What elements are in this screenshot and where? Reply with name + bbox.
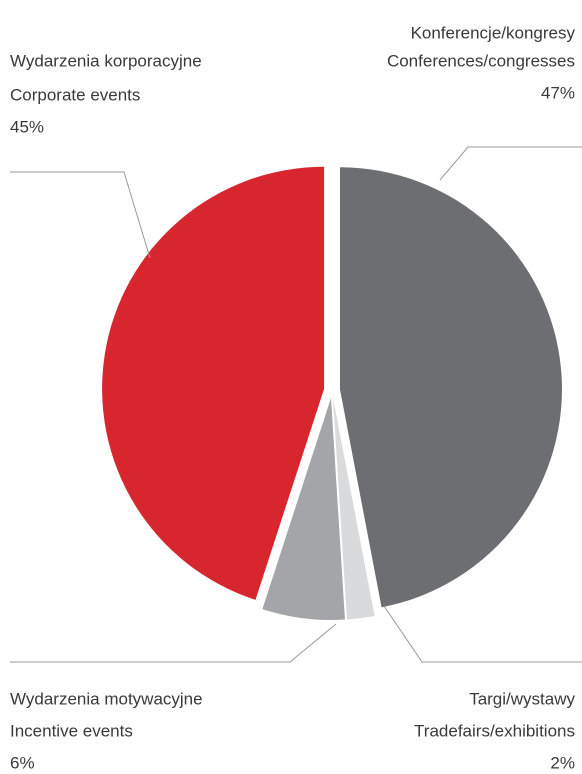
pie-slice [102,166,325,600]
label-en: Corporate events [10,85,140,104]
pie-slice [262,397,345,620]
pie-slice [339,167,562,608]
label-pl: Targi/wystawy [469,689,575,708]
label-pl: Wydarzenia korporacyjne [10,51,202,70]
label-pl: Wydarzenia motywacyjne [10,689,203,708]
leader-line [439,146,582,181]
pie-slice [333,397,375,620]
leader-line [10,171,151,259]
label-pl: Konferencje/kongresy [411,23,576,42]
label-en: Tradefairs/exhibitions [414,721,575,740]
label-en: Conferences/congresses [387,51,575,70]
pie [102,166,562,620]
value-label: 45% [10,117,44,136]
value-label: 2% [550,753,575,772]
leader-line [383,605,582,663]
label-en: Incentive events [10,721,133,740]
value-label: 6% [10,753,35,772]
value-label: 47% [541,83,575,102]
leader-line [10,623,337,663]
